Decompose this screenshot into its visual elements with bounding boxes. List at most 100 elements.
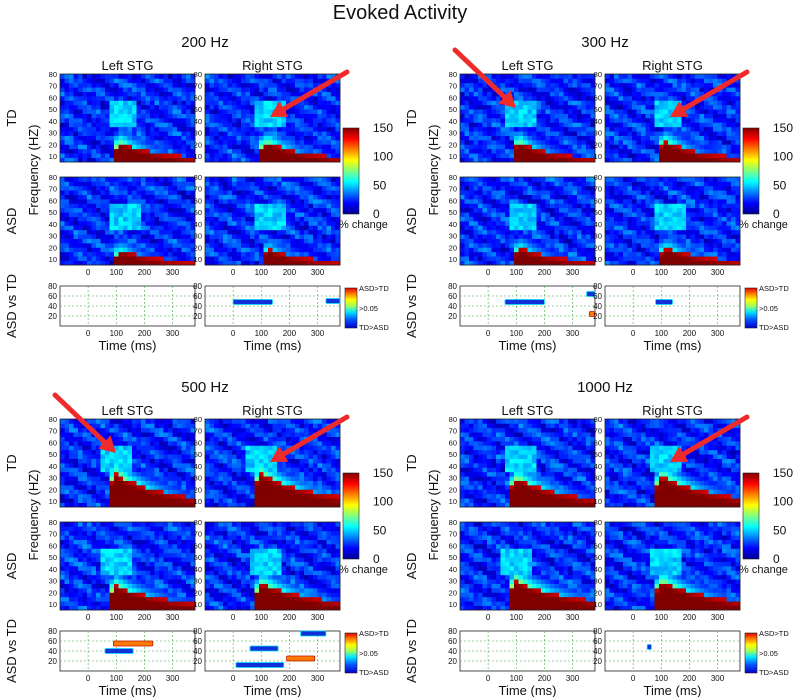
heatmap-cell	[500, 229, 506, 235]
heatmap-cell	[614, 118, 619, 123]
heatmap-cell	[641, 207, 646, 213]
heatmap-cell	[532, 212, 537, 217]
heatmap-cell	[154, 203, 160, 209]
heatmap-cell	[109, 247, 115, 253]
heatmap-cell	[668, 221, 673, 226]
heatmap-cell	[118, 109, 124, 114]
heatmap-cell	[731, 148, 736, 154]
heatmap-cell	[105, 157, 110, 163]
heatmap-cell	[650, 212, 655, 217]
heatmap-cell	[82, 78, 88, 84]
heatmap-cell	[263, 181, 269, 187]
heatmap-cell	[190, 247, 196, 253]
heatmap-cell	[277, 82, 282, 88]
heatmap-cell	[735, 260, 741, 266]
heatmap-cell	[69, 199, 74, 204]
heatmap-cell	[286, 207, 291, 213]
sig-y-tick-label: 40	[48, 302, 57, 311]
heatmap-cell	[482, 82, 488, 88]
heatmap-cell	[114, 212, 119, 217]
heatmap-cell	[563, 104, 569, 110]
heatmap-cell	[614, 109, 619, 114]
heatmap-cell	[326, 251, 332, 257]
heatmap-cell	[726, 140, 732, 145]
heatmap-cell	[322, 74, 327, 79]
heatmap-cell	[590, 157, 596, 163]
heatmap-cell	[73, 157, 79, 163]
heatmap-cell	[82, 104, 88, 110]
heatmap-cell	[73, 100, 79, 106]
heatmap-cell	[259, 148, 264, 154]
heatmap-cell	[681, 144, 687, 150]
heatmap-cell	[632, 256, 637, 261]
heatmap-cell	[559, 74, 564, 79]
heatmap-cell	[186, 243, 191, 248]
heatmap-cell	[177, 104, 182, 110]
heatmap-cell	[609, 260, 615, 266]
heatmap-cell	[527, 194, 533, 200]
heatmap-cell	[100, 221, 106, 226]
heatmap-cell	[91, 251, 97, 257]
heatmap-cell	[286, 113, 291, 119]
heatmap-cell	[722, 109, 727, 114]
heatmap-cell	[586, 148, 591, 154]
panel-frame	[204, 176, 341, 266]
heatmap-cell	[304, 118, 309, 123]
heatmap-cell	[523, 82, 528, 88]
heatmap-cell	[272, 87, 278, 92]
heatmap-cell	[290, 122, 296, 128]
heatmap-cell	[254, 260, 260, 266]
heatmap-cell	[286, 181, 291, 187]
heatmap-cell	[713, 153, 718, 158]
heatmap-cell	[722, 122, 727, 128]
heatmap-cell	[482, 199, 488, 204]
heatmap-cell	[509, 82, 515, 88]
heatmap-cell	[313, 229, 318, 235]
heatmap-cell	[505, 122, 510, 128]
heatmap-cell	[181, 144, 187, 150]
heatmap-cell	[223, 225, 228, 231]
heatmap-cell	[663, 140, 669, 145]
heatmap-cell	[232, 243, 237, 248]
heatmap-cell	[731, 229, 736, 235]
heatmap-cell	[223, 260, 228, 266]
heatmap-cell	[650, 122, 655, 128]
heatmap-cell	[518, 185, 524, 191]
heatmap-cell	[91, 78, 97, 84]
heatmap-cell	[563, 207, 569, 213]
heatmap-cell	[136, 135, 142, 141]
heatmap-cell	[290, 199, 296, 204]
heatmap-cell	[313, 126, 318, 132]
heatmap-cell	[186, 212, 191, 217]
heatmap-cell	[641, 203, 646, 209]
heatmap-cell	[105, 100, 110, 106]
heatmap-cell	[735, 243, 741, 248]
heatmap-cell	[114, 140, 119, 145]
heatmap-cell	[654, 243, 660, 248]
heatmap-cell	[545, 199, 551, 204]
heatmap-cell	[478, 131, 483, 136]
heatmap-cell	[641, 122, 646, 128]
heatmap-cell	[623, 148, 628, 154]
heatmap-cell	[487, 225, 492, 231]
heatmap-cell	[277, 153, 282, 158]
heatmap-cell	[514, 216, 519, 222]
heatmap-cell	[172, 87, 178, 92]
heatmap-cell	[263, 256, 269, 261]
heatmap-cell	[668, 225, 673, 231]
heatmap-cell	[277, 91, 282, 97]
heatmap-cell	[209, 82, 215, 88]
heatmap-cell	[64, 74, 70, 79]
heatmap-cell	[686, 216, 691, 222]
heatmap-cell	[91, 199, 97, 204]
heatmap-cell	[672, 87, 678, 92]
heatmap-cell	[118, 247, 124, 253]
heatmap-cell	[523, 185, 528, 191]
heatmap-cell	[232, 144, 237, 150]
heatmap-cell	[717, 238, 723, 244]
heatmap-cell	[464, 157, 470, 163]
heatmap-cell	[659, 216, 664, 222]
heatmap-cell	[232, 194, 237, 200]
heatmap-cell	[114, 251, 119, 257]
heatmap-cell	[250, 225, 255, 231]
